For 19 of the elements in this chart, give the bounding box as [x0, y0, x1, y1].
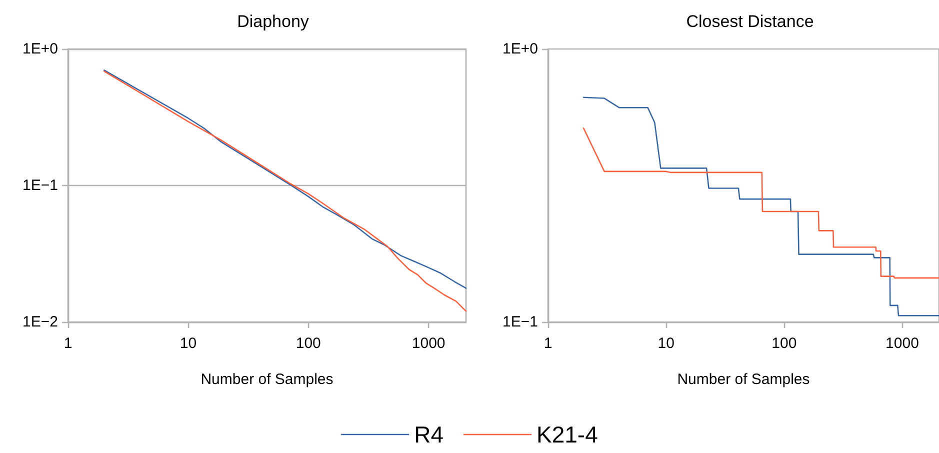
x-tick-label: 1000 — [886, 335, 919, 352]
y-tick-label: 1E−1 — [22, 177, 58, 194]
legend-label: K21-4 — [536, 422, 598, 448]
x-tick-label: 1 — [544, 335, 552, 352]
x-tick-label: 100 — [772, 335, 797, 352]
y-tick-label: 1E+0 — [502, 40, 538, 58]
x-tick-label: 10 — [658, 335, 674, 352]
chart-title: Diaphony — [237, 12, 310, 31]
y-tick-label: 1E−2 — [22, 314, 58, 330]
legend-label: R4 — [414, 422, 444, 448]
x-tick-label: 100 — [296, 335, 321, 352]
x-axis-title: Number of Samples — [200, 371, 334, 388]
y-tick-label: 1E+0 — [22, 40, 58, 58]
x-axis-title: Number of Samples — [677, 371, 810, 388]
y-tick-label: 1E−1 — [502, 314, 538, 330]
x-tick-label: 1 — [64, 335, 72, 352]
chart-title: Closest Distance — [686, 12, 814, 31]
x-tick-label: 10 — [180, 335, 197, 352]
x-tick-label: 1000 — [412, 335, 446, 352]
